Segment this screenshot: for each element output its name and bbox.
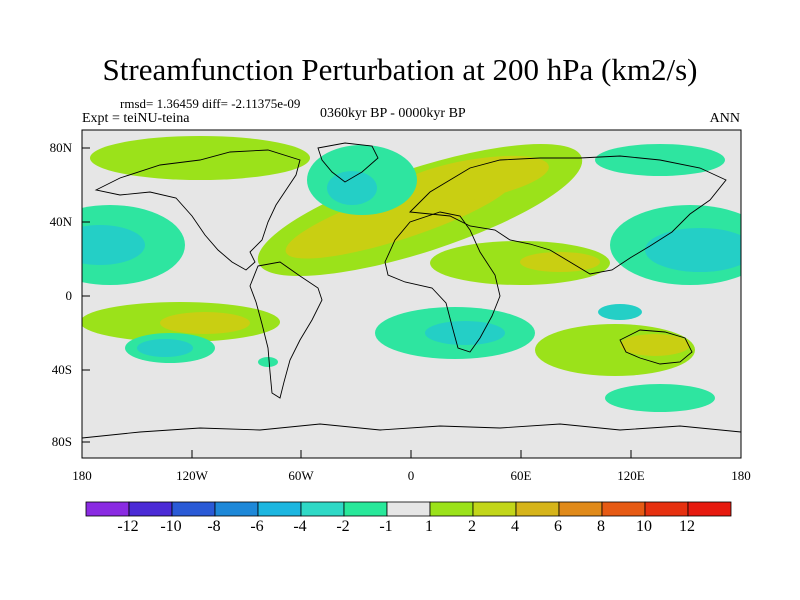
lat-label-0: 0 xyxy=(65,288,73,303)
colorbar-label-n10: -10 xyxy=(160,518,182,535)
anomaly-negative-small-patch xyxy=(258,357,278,367)
colorbar-label-p12: 12 xyxy=(679,518,695,535)
coastline-north-america xyxy=(94,149,301,271)
lat-label-40n: 40N xyxy=(49,214,72,229)
colorbar-label-p6: 6 xyxy=(554,518,562,535)
colorbar-label-n8: -8 xyxy=(207,518,221,535)
map-plot-area xyxy=(82,130,741,458)
colorbar-swatch-10 xyxy=(515,501,560,517)
lon-label-120e: 120E xyxy=(617,468,645,483)
lon-label-60w: 60W xyxy=(288,468,314,483)
coastline-africa-eurasia xyxy=(384,155,727,353)
colorbar-swatch-11 xyxy=(558,501,603,517)
colorbar-swatch-0 xyxy=(85,501,130,517)
anomaly-positive-tropical-africa-asia xyxy=(430,241,610,285)
anomaly-negative-north-pacific-west-core xyxy=(645,228,741,272)
colorbar-swatch-1 xyxy=(128,501,173,517)
colorbar-swatch-9 xyxy=(472,501,517,517)
colorbar-label-n12: -12 xyxy=(117,518,139,535)
stats-text: rmsd= 1.36459 diff= -2.11375e-09 xyxy=(120,96,301,111)
anomaly-negative-greenland-core xyxy=(327,171,377,205)
colorbar xyxy=(85,501,732,517)
lat-label-80n: 80N xyxy=(49,140,72,155)
coastline-greenland xyxy=(317,142,379,183)
colorbar-swatch-7 xyxy=(386,501,431,517)
colorbar-swatch-8 xyxy=(429,501,474,517)
latitude-ticks xyxy=(82,147,90,443)
lat-label-40s: 40S xyxy=(51,362,72,377)
coastline-antarctica xyxy=(82,423,741,439)
longitude-ticks xyxy=(81,450,742,458)
lon-label-0: 0 xyxy=(407,468,415,483)
lon-label-120w: 120W xyxy=(176,468,208,483)
chart-title: Streamfunction Perturbation at 200 hPa (… xyxy=(102,52,698,87)
colorbar-label-p10: 10 xyxy=(636,518,652,535)
colorbar-label-p4: 4 xyxy=(511,518,519,535)
colorbar-label-n1: -1 xyxy=(379,518,393,535)
season-label: ANN xyxy=(709,111,740,126)
colorbar-swatch-13 xyxy=(644,501,689,517)
colorbar-label-n6: -6 xyxy=(250,518,264,535)
coastline-south-america xyxy=(249,261,323,399)
colorbar-swatch-6 xyxy=(343,501,388,517)
anomaly-positive-australia-core xyxy=(620,334,690,356)
anomaly-positive-arctic-north-america xyxy=(90,136,310,180)
colorbar-label-n4: -4 xyxy=(293,518,307,535)
experiment-label: Expt = teiNU-teina xyxy=(82,111,190,126)
coastlines xyxy=(82,142,741,439)
colorbar-swatch-14 xyxy=(687,501,732,517)
coastline-australia xyxy=(619,329,693,365)
lon-label-180e: 180 xyxy=(731,468,751,483)
colorbar-swatch-5 xyxy=(300,501,345,517)
anomaly-negative-south-pacific-east-core xyxy=(137,339,193,357)
colorbar-swatch-12 xyxy=(601,501,646,517)
anomaly-negative-southern-ocean xyxy=(605,384,715,412)
lon-label-180w: 180 xyxy=(72,468,92,483)
colorbar-swatch-2 xyxy=(171,501,216,517)
colorbar-label-n2: -2 xyxy=(336,518,350,535)
anomaly-positive-tropical-core xyxy=(520,252,600,272)
lon-label-60e: 60E xyxy=(510,468,532,483)
anomaly-negative-indonesia xyxy=(598,304,642,320)
anomaly-negative-north-pacific-east-core xyxy=(82,225,145,265)
colorbar-label-p8: 8 xyxy=(597,518,605,535)
colorbar-label-p1: 1 xyxy=(425,518,433,535)
anomaly-negative-south-atlantic-core xyxy=(425,321,505,345)
colorbar-swatch-4 xyxy=(257,501,302,517)
anomaly-positive-south-pacific-core xyxy=(160,312,250,334)
chart-subtitle: 0360kyr BP - 0000kyr BP xyxy=(320,106,466,121)
colorbar-label-p2: 2 xyxy=(468,518,476,535)
lat-label-80s: 80S xyxy=(51,434,72,449)
colorbar-swatch-3 xyxy=(214,501,259,517)
